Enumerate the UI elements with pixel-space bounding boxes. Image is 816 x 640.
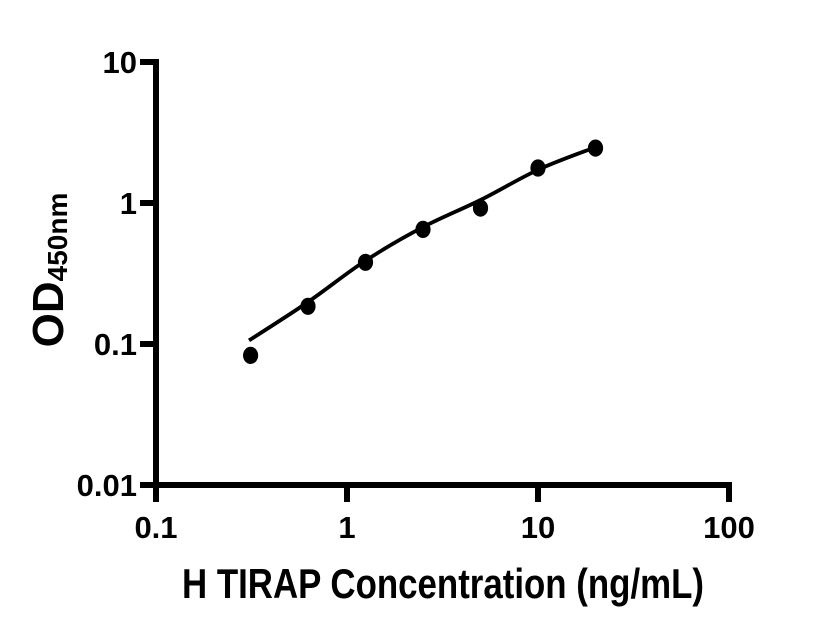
y-axis-ticks: 10 1 0.1 0.01	[77, 45, 156, 503]
axes	[153, 59, 732, 502]
data-point	[530, 159, 546, 177]
data-point	[357, 253, 374, 271]
fit-curve	[247, 146, 594, 342]
data-point	[300, 297, 316, 315]
y-axis-title: OD450nm	[24, 193, 73, 348]
x-axis-ticks: 0.1 1 10 100	[134, 485, 755, 545]
data-point	[472, 199, 489, 217]
x-tick-label: 0.1	[134, 510, 177, 545]
x-tick-label: 100	[703, 510, 755, 545]
y-tick-label: 0.1	[94, 327, 137, 362]
x-axis-title: H TIRAP Concentration (ng/mL)	[182, 560, 704, 607]
x-tick-label: 1	[338, 510, 355, 545]
y-axis-title-main: OD	[24, 281, 73, 347]
data-point	[415, 220, 431, 238]
x-tick-label: 10	[521, 510, 555, 545]
y-tick-label: 0.01	[77, 468, 137, 503]
plot-series	[243, 139, 604, 364]
y-axis-title-sub: 450nm	[42, 193, 73, 282]
data-point	[243, 346, 259, 364]
y-tick-label: 1	[120, 186, 137, 221]
data-point	[587, 139, 604, 157]
y-tick-label: 10	[103, 45, 137, 80]
